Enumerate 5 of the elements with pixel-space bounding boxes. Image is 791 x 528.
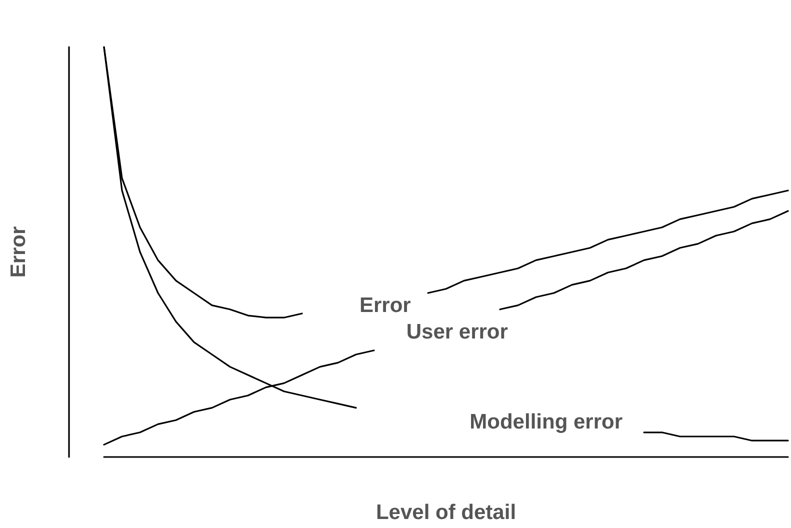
x-axis-title: Level of detail — [376, 501, 516, 524]
series-label: Error — [359, 294, 411, 317]
y-axis-title: Error — [7, 226, 30, 278]
series-label: Modelling error — [470, 410, 623, 434]
series-label: User error — [406, 320, 508, 344]
